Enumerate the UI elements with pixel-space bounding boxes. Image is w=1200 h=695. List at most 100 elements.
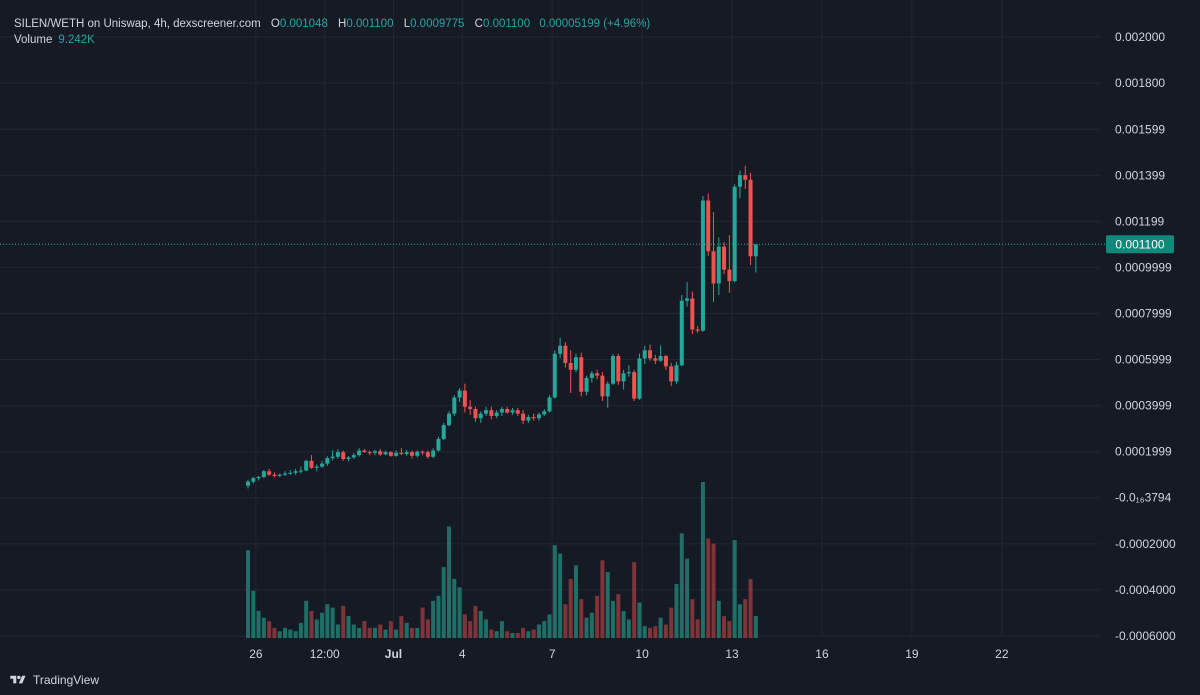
candle-body xyxy=(727,269,732,282)
y-tick-label: 0.001800 xyxy=(1115,76,1165,90)
candle-body xyxy=(351,455,356,458)
volume-bar xyxy=(415,627,420,638)
volume-bar xyxy=(573,565,578,638)
candle-body xyxy=(372,451,377,453)
volume-bar xyxy=(335,624,340,638)
volume-bar xyxy=(663,624,668,638)
change-value: 0.00005199 (+4.96%) xyxy=(539,18,651,30)
candle-body xyxy=(409,452,414,456)
volume-bar xyxy=(648,627,653,638)
volume-label[interactable]: Volume xyxy=(14,34,53,46)
candle-body xyxy=(600,375,605,397)
candle-body xyxy=(462,390,467,407)
candle-body xyxy=(246,481,250,486)
candle-body xyxy=(484,410,489,414)
candle-body xyxy=(632,372,637,399)
candle-body xyxy=(658,356,663,361)
volume-bar xyxy=(288,629,293,638)
tradingview-footer[interactable]: TradingView xyxy=(8,673,99,687)
candle-body xyxy=(404,452,409,454)
candle-body xyxy=(611,356,616,384)
candle-body xyxy=(489,410,494,416)
volume-bar xyxy=(447,526,452,638)
volume-bar xyxy=(526,631,531,638)
candle-body xyxy=(452,397,457,414)
y-tick-label: 0.001399 xyxy=(1115,168,1165,182)
volume-bar xyxy=(690,599,695,638)
volume-bar xyxy=(346,616,351,638)
ohlc-row: SILEN/WETH on Uniswap, 4h, dexscreener.c… xyxy=(14,16,650,32)
candle-body xyxy=(663,356,668,367)
volume-bar xyxy=(727,621,732,638)
volume-bar xyxy=(383,629,388,638)
candle-body xyxy=(357,450,362,456)
volume-bar xyxy=(314,619,319,638)
close-label: C xyxy=(474,18,483,30)
volume-bar xyxy=(700,482,705,638)
volume-bar xyxy=(272,627,277,638)
volume-bar xyxy=(722,616,727,638)
candle-body xyxy=(674,365,679,382)
volume-bar xyxy=(256,610,261,638)
x-tick-label: Jul xyxy=(385,647,402,661)
candle-body xyxy=(441,425,446,439)
volume-bar xyxy=(748,578,753,638)
candle-body xyxy=(732,186,737,282)
volume-bar xyxy=(584,617,589,638)
y-tick-label: 0.0009999 xyxy=(1115,260,1172,274)
volume-bar xyxy=(484,619,489,638)
candle-body xyxy=(420,451,425,453)
volume-bar xyxy=(637,602,642,638)
volume-bar xyxy=(632,562,637,638)
candle-body xyxy=(558,345,563,354)
volume-bars xyxy=(246,482,758,638)
volume-bar xyxy=(473,605,478,638)
y-tick-label: -0.0006000 xyxy=(1115,629,1176,643)
x-axis: 26 12:00 Jul 4 7 10 13 16 19 22 xyxy=(249,647,1009,661)
x-tick-label: 7 xyxy=(549,647,556,661)
candle-body xyxy=(526,417,531,421)
volume-bar xyxy=(489,629,494,638)
candle-body xyxy=(267,471,272,475)
volume-bar xyxy=(468,621,473,638)
volume-bar xyxy=(388,621,393,638)
volume-bar xyxy=(558,553,563,638)
close-value: 0.001100 xyxy=(482,18,531,30)
volume-bar xyxy=(399,616,404,638)
volume-bar xyxy=(457,587,462,638)
candle-body xyxy=(621,373,626,382)
candle-body xyxy=(573,357,578,370)
candle-body xyxy=(293,471,298,473)
open-label: O xyxy=(270,18,280,30)
volume-bar xyxy=(510,632,515,638)
candle-body xyxy=(753,244,758,257)
candle-body xyxy=(547,397,552,412)
candle-body xyxy=(552,353,557,398)
volume-bar xyxy=(246,550,250,638)
legend: SILEN/WETH on Uniswap, 4h, dexscreener.c… xyxy=(14,16,650,48)
volume-bar xyxy=(695,619,700,638)
candle-body xyxy=(298,470,303,472)
open-value: 0.001048 xyxy=(279,18,328,30)
volume-bar xyxy=(293,631,298,638)
volume-bar xyxy=(499,621,504,638)
candle-body xyxy=(711,251,716,284)
volume-bar xyxy=(605,572,610,638)
candle-body xyxy=(288,472,293,474)
volume-bar xyxy=(367,627,372,638)
candle-body xyxy=(595,373,600,376)
volume-bar xyxy=(298,622,303,638)
candle-body xyxy=(415,451,420,456)
candle-body xyxy=(362,450,367,453)
volume-bar xyxy=(542,621,547,638)
candlesticks xyxy=(246,165,758,489)
candle-body xyxy=(330,456,335,459)
candle-body xyxy=(468,406,473,410)
volume-bar xyxy=(277,631,282,638)
volume-bar xyxy=(753,616,758,638)
candle-body xyxy=(563,345,568,363)
volume-row: Volume 9.242K xyxy=(14,32,650,48)
symbol-title[interactable]: SILEN/WETH on Uniswap, 4h, dexscreener.c… xyxy=(14,18,261,30)
y-tick-label: 0.0007999 xyxy=(1115,306,1172,320)
